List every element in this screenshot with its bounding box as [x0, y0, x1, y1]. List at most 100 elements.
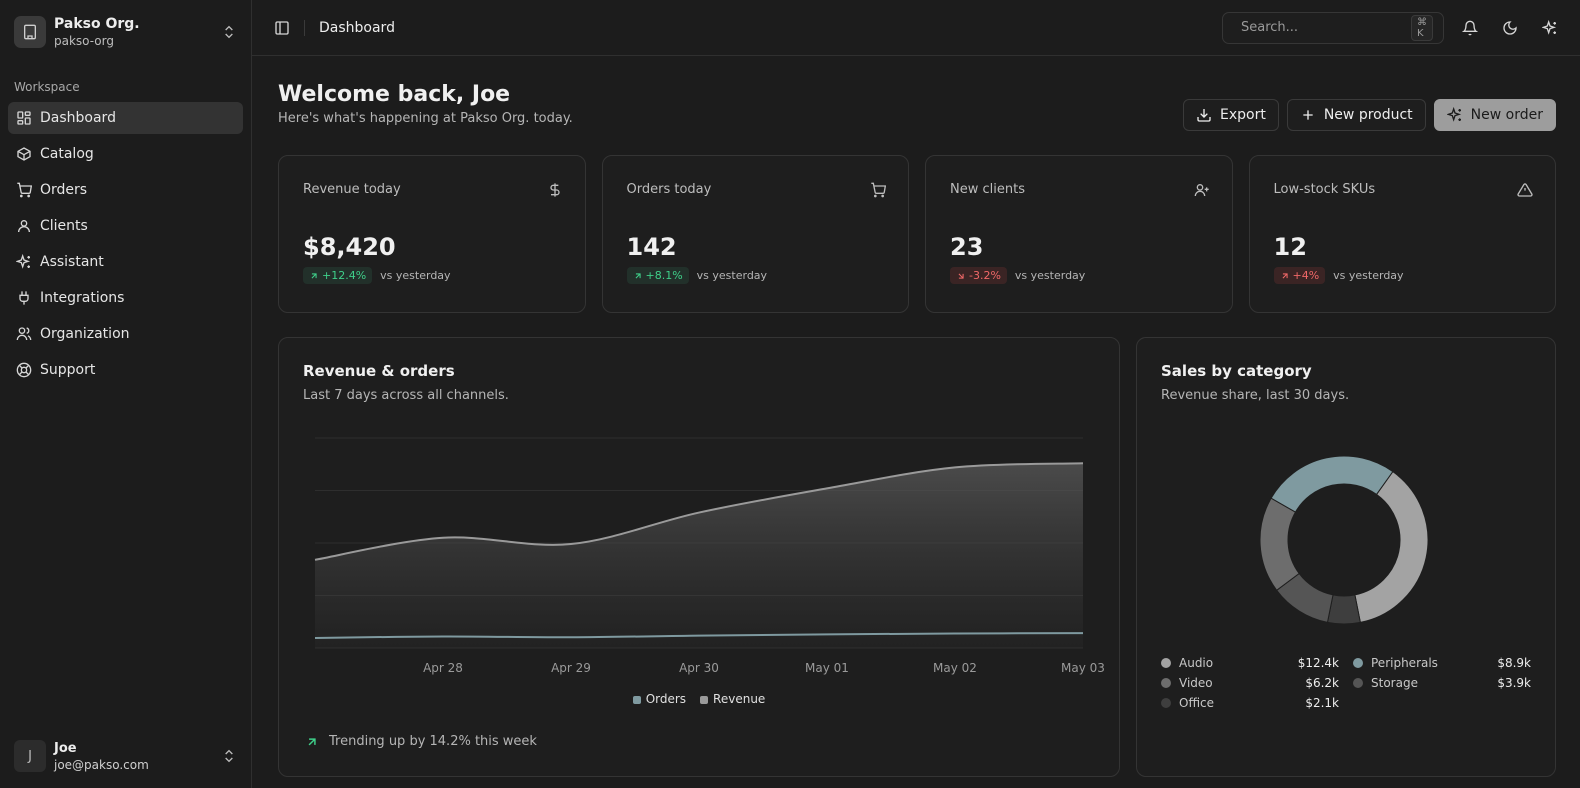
category-legend: Audio $12.4k Peripherals $8.9k Video $6.2k Sto… [1161, 656, 1531, 710]
stat-title: New clients [950, 182, 1025, 197]
legend-label: Orders [645, 692, 687, 706]
stat-value: 23 [950, 233, 984, 261]
category-value: $6.2k [1305, 676, 1339, 690]
sidebar-item-label: Integrations [40, 290, 125, 306]
x-tick-label: Apr 29 [551, 661, 591, 675]
card-subtitle: Revenue share, last 30 days. [1161, 388, 1350, 403]
user-menu[interactable]: J Joe joe@pakso.com [0, 724, 251, 788]
sidebar-item-integrations[interactable]: Integrations [8, 282, 243, 314]
theme-toggle-button[interactable] [1496, 14, 1524, 42]
sidebar-item-support[interactable]: Support [8, 354, 243, 386]
sidebar-toggle-button[interactable] [268, 14, 296, 42]
revenue-area [315, 463, 1083, 648]
breadcrumb: Dashboard [319, 19, 395, 36]
stat-card-orders: Orders today 142 +8.1% vs yesterday [601, 155, 909, 313]
category-value: $2.1k [1305, 696, 1339, 710]
download-icon [1196, 107, 1212, 123]
new-product-label: New product [1323, 107, 1413, 123]
sidebar-item-orders[interactable]: Orders [8, 174, 243, 206]
stat-card-revenue: Revenue today $8,420 +12.4% vs yesterday [278, 155, 586, 313]
sidebar-item-label: Catalog [40, 146, 94, 162]
category-name: Video [1179, 676, 1213, 690]
dollar-icon [547, 182, 563, 198]
sidebar-item-catalog[interactable]: Catalog [8, 138, 243, 170]
category-value: $12.4k [1297, 656, 1339, 670]
org-switcher[interactable]: Pakso Org. pakso-org [0, 0, 251, 64]
divider [304, 19, 305, 36]
delta-caption: vs yesterday [696, 269, 768, 282]
legend-item-orders: Orders [632, 692, 687, 706]
x-tick-label: May 03 [1061, 661, 1105, 675]
card-subtitle: Last 7 days across all channels. [303, 388, 509, 403]
user-plus-icon [1194, 182, 1210, 198]
stat-title: Orders today [626, 182, 712, 197]
delta-caption: vs yesterday [380, 269, 451, 282]
user-email: joe@pakso.com [54, 757, 149, 772]
sparkles-icon [1542, 19, 1557, 35]
arrow-up-right-icon [1282, 272, 1288, 278]
topbar: Dashboard ⌘ K [252, 0, 1580, 56]
delta-value: +4% [1292, 269, 1320, 282]
sidebar-item-label: Dashboard [40, 110, 116, 126]
sidebar-item-clients[interactable]: Clients [8, 210, 243, 242]
category-item-office: Office $2.1k [1161, 696, 1339, 710]
sales-by-category-card: Sales by category Revenue share, last 30… [1136, 337, 1556, 777]
legend-item-revenue: Revenue [700, 692, 765, 706]
category-name: Peripherals [1371, 656, 1438, 670]
stat-title: Revenue today [303, 182, 401, 197]
org-slug: pakso-org [54, 34, 114, 48]
building-icon [14, 16, 46, 48]
moon-icon [1503, 20, 1517, 35]
sidebar-item-label: Support [40, 362, 96, 378]
search-input[interactable] [1241, 20, 1411, 35]
lifebuoy-icon [16, 362, 32, 378]
notifications-button[interactable] [1456, 14, 1484, 42]
arrow-down-right-icon [958, 273, 964, 279]
export-button[interactable]: Export [1183, 99, 1279, 131]
trend-text: Trending up by 14.2% this week [329, 734, 537, 749]
delta-badge: +8.1% [626, 267, 689, 284]
sidebar-item-dashboard[interactable]: Dashboard [8, 102, 243, 134]
x-tick-label: Apr 30 [679, 661, 719, 675]
stat-value: 142 [626, 233, 677, 261]
donut-slice-audio [1354, 470, 1429, 623]
chevrons-up-down-icon [221, 24, 237, 40]
category-name: Office [1179, 696, 1215, 710]
category-item-storage: Storage $3.9k [1353, 676, 1531, 690]
sidebar-item-assistant[interactable]: Assistant [8, 246, 243, 278]
delta-badge: +12.4% [303, 267, 373, 284]
new-order-button[interactable]: New order [1433, 99, 1556, 131]
category-value: $3.9k [1497, 676, 1531, 690]
box-icon [16, 146, 32, 162]
stat-value: 12 [1273, 233, 1307, 261]
page-subtitle: Here's what's happening at Pakso Org. to… [278, 111, 573, 126]
users-icon [16, 326, 32, 342]
revenue-orders-card: Revenue & orders Last 7 days across all … [278, 337, 1120, 777]
sparkles-icon [1446, 107, 1463, 123]
section-label-workspace: Workspace [14, 80, 80, 94]
new-product-button[interactable]: New product [1286, 99, 1426, 131]
stat-card-low-stock: Low-stock SKUs 12 +4% vs yesterday [1248, 155, 1556, 313]
sidebar: Pakso Org. pakso-org Workspace Dashboard… [0, 0, 252, 788]
stats-row: Revenue today $8,420 +12.4% vs yesterday… [278, 155, 1556, 313]
search-box[interactable]: ⌘ K [1222, 11, 1444, 44]
delta-badge: +4% [1273, 267, 1326, 284]
chart-legend: Orders Revenue [279, 692, 1119, 706]
dashboard-content: Welcome back, Joe Here's what's happenin… [252, 56, 1580, 777]
main-area: Dashboard ⌘ K W [252, 0, 1580, 788]
category-name: Audio [1179, 656, 1214, 670]
cart-icon [870, 182, 886, 198]
org-name: Pakso Org. [54, 16, 140, 32]
category-item-video: Video $6.2k [1161, 676, 1339, 690]
delta-value: +12.4% [322, 269, 367, 282]
x-tick-label: May 01 [805, 661, 849, 675]
sidebar-nav: Dashboard Catalog Orders Clients Assista… [0, 102, 251, 390]
delta-value: -3.2% [969, 269, 1001, 282]
delta-value: +8.1% [645, 269, 683, 282]
sidebar-item-organization[interactable]: Organization [8, 318, 243, 350]
assistant-button[interactable] [1536, 14, 1564, 42]
revenue-line [314, 462, 1084, 561]
card-title: Revenue & orders [303, 362, 455, 380]
card-title: Sales by category [1161, 362, 1312, 380]
